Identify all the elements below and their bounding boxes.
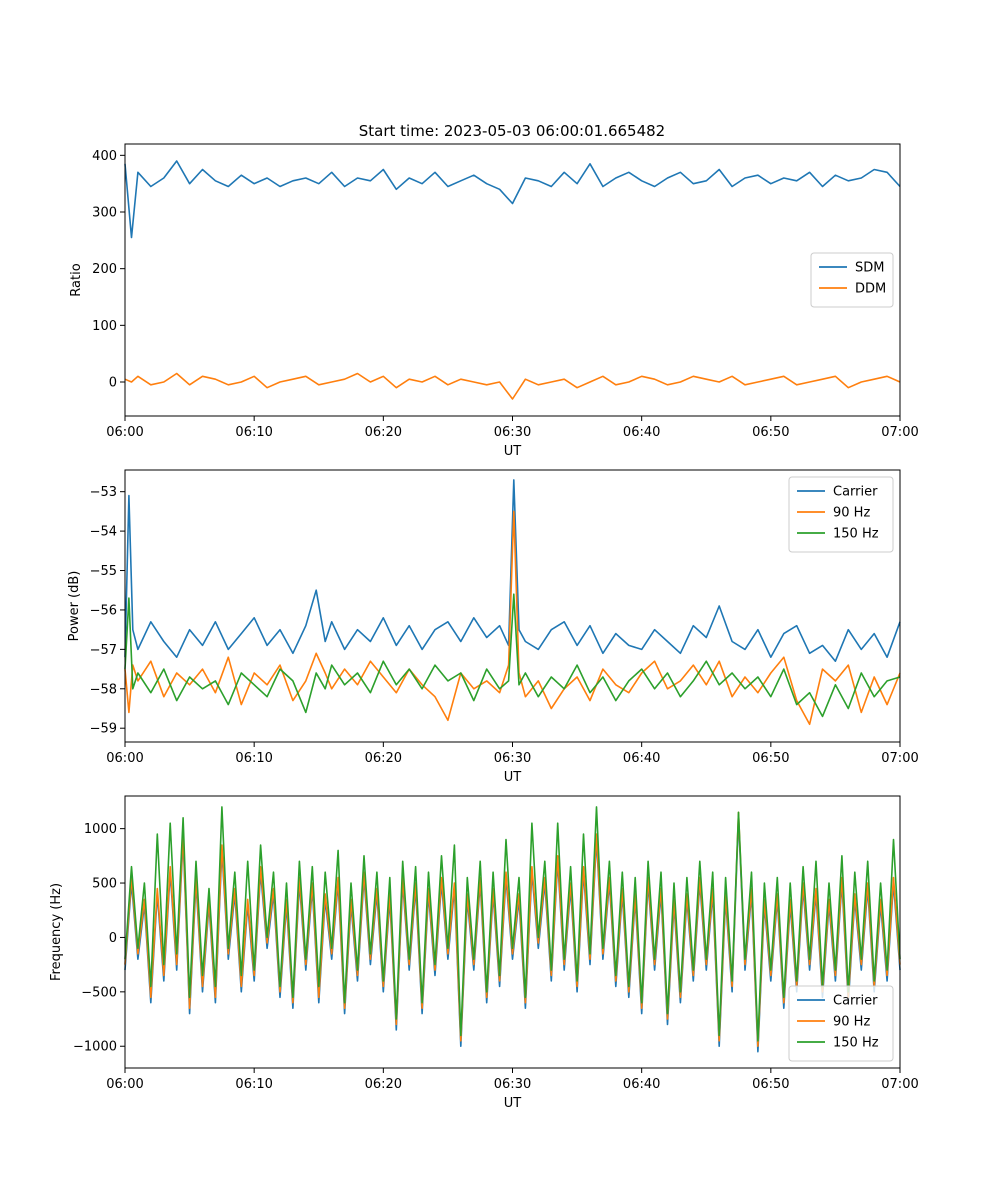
y-axis-label: Ratio [69, 263, 84, 296]
y-tick-label: −53 [90, 485, 117, 500]
x-tick-label: 07:00 [881, 1077, 918, 1092]
series-line-carrier [124, 817, 901, 1053]
x-axis-label: UT [504, 770, 522, 785]
legend-label: 90 Hz [833, 506, 870, 521]
legend-label: SDM [855, 261, 884, 276]
y-tick-label: 0 [109, 931, 117, 946]
x-tick-label: 07:00 [881, 751, 918, 766]
legend-label: Carrier [833, 485, 878, 500]
x-tick-label: 06:20 [365, 1077, 402, 1092]
x-tick-label: 06:30 [494, 751, 531, 766]
series-line-150-hz [124, 593, 901, 718]
y-tick-label: 500 [92, 877, 117, 892]
y-tick-label: 300 [92, 206, 117, 221]
x-tick-label: 06:30 [494, 425, 531, 440]
y-tick-label: −59 [90, 722, 117, 737]
y-axis-label: Power (dB) [67, 571, 82, 642]
x-tick-label: 06:50 [752, 751, 789, 766]
ratio-panel: 06:00 06:10 06:20 06:30 06:40 06:50 07:00 0 100 2… [69, 143, 919, 459]
legend: Carrier 90 Hz 150 Hz [788, 476, 894, 553]
x-tick-label: 06:00 [106, 1077, 143, 1092]
y-tick-label: 1000 [84, 822, 117, 837]
x-tick-label: 06:30 [494, 1077, 531, 1092]
y-tick-label: −55 [90, 564, 117, 579]
x-tick-label: 06:20 [365, 751, 402, 766]
plot-frame [124, 795, 901, 1069]
y-axis-label: Frequency (Hz) [49, 883, 64, 981]
legend-label: 150 Hz [833, 1036, 879, 1051]
series-line-carrier [124, 479, 901, 662]
y-tick-label: 0 [109, 376, 117, 391]
y-tick-label: 200 [92, 262, 117, 277]
x-tick-label: 06:50 [752, 425, 789, 440]
x-tick-label: 06:40 [623, 1077, 660, 1092]
x-tick-label: 06:40 [623, 425, 660, 440]
x-tick-label: 06:20 [365, 425, 402, 440]
x-tick-label: 06:00 [106, 425, 143, 440]
series-line-sdm [124, 160, 901, 239]
legend-label: 90 Hz [833, 1015, 870, 1030]
series-line-ddm [124, 372, 901, 400]
y-tick-label: 100 [92, 319, 117, 334]
x-tick-label: 06:50 [752, 1077, 789, 1092]
legend: Carrier 90 Hz 150 Hz [788, 985, 894, 1062]
frequency-panel: 06:00 06:10 06:20 06:30 06:40 06:50 07:00 −1000… [49, 795, 919, 1111]
series-line-90-hz [124, 811, 901, 1047]
series-line-90-hz [124, 510, 901, 726]
legend-label: 150 Hz [833, 527, 879, 542]
x-tick-label: 06:00 [106, 751, 143, 766]
legend-label: DDM [855, 282, 886, 297]
y-tick-label: −56 [90, 603, 117, 618]
plot-frame [124, 143, 901, 417]
legend: SDM DDM [810, 252, 894, 308]
y-tick-label: −500 [81, 985, 117, 1000]
y-tick-label: 400 [92, 149, 117, 164]
figure-title: Start time: 2023-05-03 06:00:01.665482 [359, 122, 665, 140]
x-axis-label: UT [504, 444, 522, 459]
legend-label: Carrier [833, 994, 878, 1009]
y-tick-label: −58 [90, 682, 117, 697]
power-panel: 06:00 06:10 06:20 06:30 06:40 06:50 07:00 −59 −5… [67, 469, 919, 785]
y-tick-label: −57 [90, 643, 117, 658]
y-tick-label: −54 [90, 525, 117, 540]
series-line-150-hz [124, 806, 901, 1042]
x-axis-label: UT [504, 1096, 522, 1111]
x-tick-label: 06:10 [235, 751, 272, 766]
x-tick-label: 06:10 [235, 425, 272, 440]
x-tick-label: 07:00 [881, 425, 918, 440]
x-tick-label: 06:40 [623, 751, 660, 766]
x-tick-label: 06:10 [235, 1077, 272, 1092]
y-tick-label: −1000 [73, 1040, 117, 1055]
